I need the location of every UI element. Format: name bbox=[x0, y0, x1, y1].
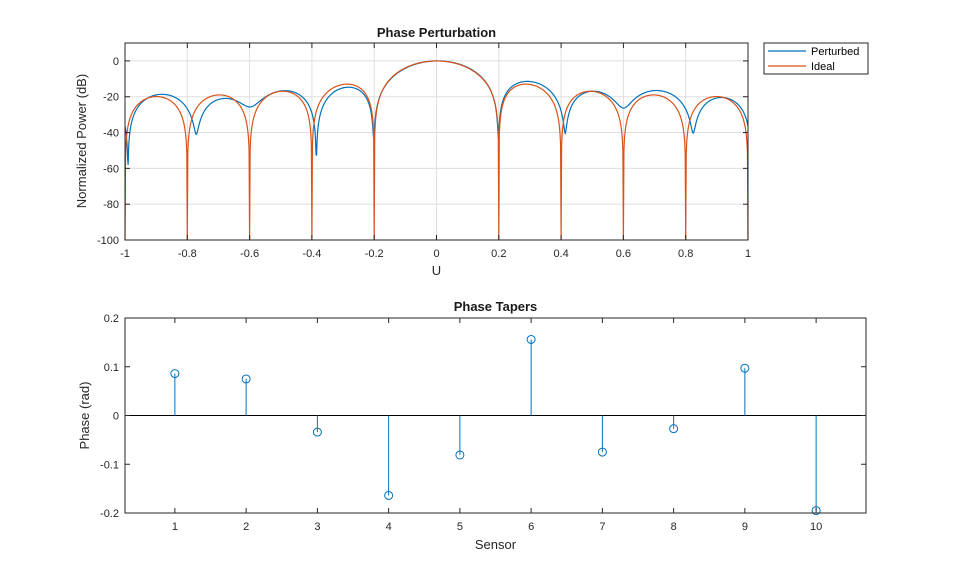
y-tick-label: -60 bbox=[103, 163, 119, 175]
tick-marks bbox=[125, 317, 866, 514]
y-tick-labels: -0.2 -0.1 0 0.1 0.2 bbox=[100, 313, 119, 520]
x-tick-label: -0.6 bbox=[240, 248, 259, 260]
stem-marker bbox=[170, 369, 180, 379]
y-axis-label: Normalized Power (dB) bbox=[74, 74, 89, 208]
y-tick-label: -40 bbox=[103, 128, 119, 140]
x-tick-label: 1 bbox=[745, 248, 751, 260]
y-tick-label: 0.1 bbox=[104, 362, 119, 374]
x-tick-label: 2 bbox=[243, 521, 249, 533]
phase-tapers-axes: 1 2 3 4 5 6 7 8 9 10 -0.2 -0.1 0 0.1 0.2 Phase Tapers… bbox=[77, 299, 867, 552]
y-tick-label: -0.1 bbox=[100, 459, 119, 471]
x-tick-label: 7 bbox=[599, 521, 605, 533]
series-lines bbox=[124, 60, 749, 241]
x-tick-labels: -1 -0.8 -0.6 -0.4 -0.2 0 0.2 0.4 0.6 0.8 1 bbox=[120, 248, 751, 260]
legend: Perturbed Ideal bbox=[763, 42, 869, 75]
x-tick-label: 4 bbox=[386, 521, 392, 533]
stem-marker bbox=[384, 490, 394, 500]
stem-marker bbox=[740, 363, 750, 373]
stem-marker bbox=[526, 334, 536, 344]
x-axis-label: U bbox=[432, 263, 441, 278]
chart-title: Phase Perturbation bbox=[377, 25, 496, 40]
chart-title: Phase Tapers bbox=[454, 299, 538, 314]
x-tick-label: 9 bbox=[742, 521, 748, 533]
x-tick-label: 0.8 bbox=[678, 248, 693, 260]
x-tick-label: 10 bbox=[810, 521, 822, 533]
y-axis-label: Phase (rad) bbox=[77, 382, 92, 450]
x-tick-label: 0 bbox=[433, 248, 439, 260]
y-tick-label: 0 bbox=[113, 56, 119, 68]
stem-marker bbox=[669, 424, 679, 434]
y-tick-label: -20 bbox=[103, 92, 119, 104]
x-tick-label: 1 bbox=[172, 521, 178, 533]
stem-marker bbox=[312, 427, 322, 437]
x-tick-label: -0.8 bbox=[178, 248, 197, 260]
x-tick-label: 3 bbox=[314, 521, 320, 533]
legend-label-ideal: Ideal bbox=[811, 61, 835, 73]
phase-perturbation-axes: -1 -0.8 -0.6 -0.4 -0.2 0 0.2 0.4 0.6 0.8 1 -100 -80… bbox=[74, 25, 869, 278]
stem-marker bbox=[241, 374, 251, 384]
x-tick-label: 0.2 bbox=[491, 248, 506, 260]
y-tick-labels: -100 -80 -60 -40 -20 0 bbox=[97, 56, 119, 247]
legend-box bbox=[763, 42, 869, 75]
x-tick-label: 0.4 bbox=[553, 248, 568, 260]
x-tick-labels: 1 2 3 4 5 6 7 8 9 10 bbox=[172, 521, 822, 533]
x-tick-label: -0.4 bbox=[302, 248, 321, 260]
y-tick-label: 0 bbox=[113, 411, 119, 423]
legend-label-perturbed: Perturbed bbox=[811, 46, 859, 58]
x-tick-label: -1 bbox=[120, 248, 130, 260]
y-tick-label: 0.2 bbox=[104, 313, 119, 325]
x-tick-label: 6 bbox=[528, 521, 534, 533]
tick-marks bbox=[124, 43, 749, 241]
y-tick-label: -0.2 bbox=[100, 508, 119, 520]
x-tick-label: -0.2 bbox=[365, 248, 384, 260]
x-tick-label: 0.6 bbox=[616, 248, 631, 260]
y-tick-label: -100 bbox=[97, 235, 119, 247]
x-tick-label: 5 bbox=[457, 521, 463, 533]
series-line-ideal bbox=[124, 60, 749, 241]
stem-marker bbox=[455, 450, 465, 460]
y-tick-label: -80 bbox=[103, 199, 119, 211]
x-axis-label: Sensor bbox=[475, 537, 517, 552]
stem-marker bbox=[811, 506, 821, 516]
stems bbox=[170, 334, 821, 516]
stem-marker bbox=[597, 447, 607, 457]
x-tick-label: 8 bbox=[671, 521, 677, 533]
